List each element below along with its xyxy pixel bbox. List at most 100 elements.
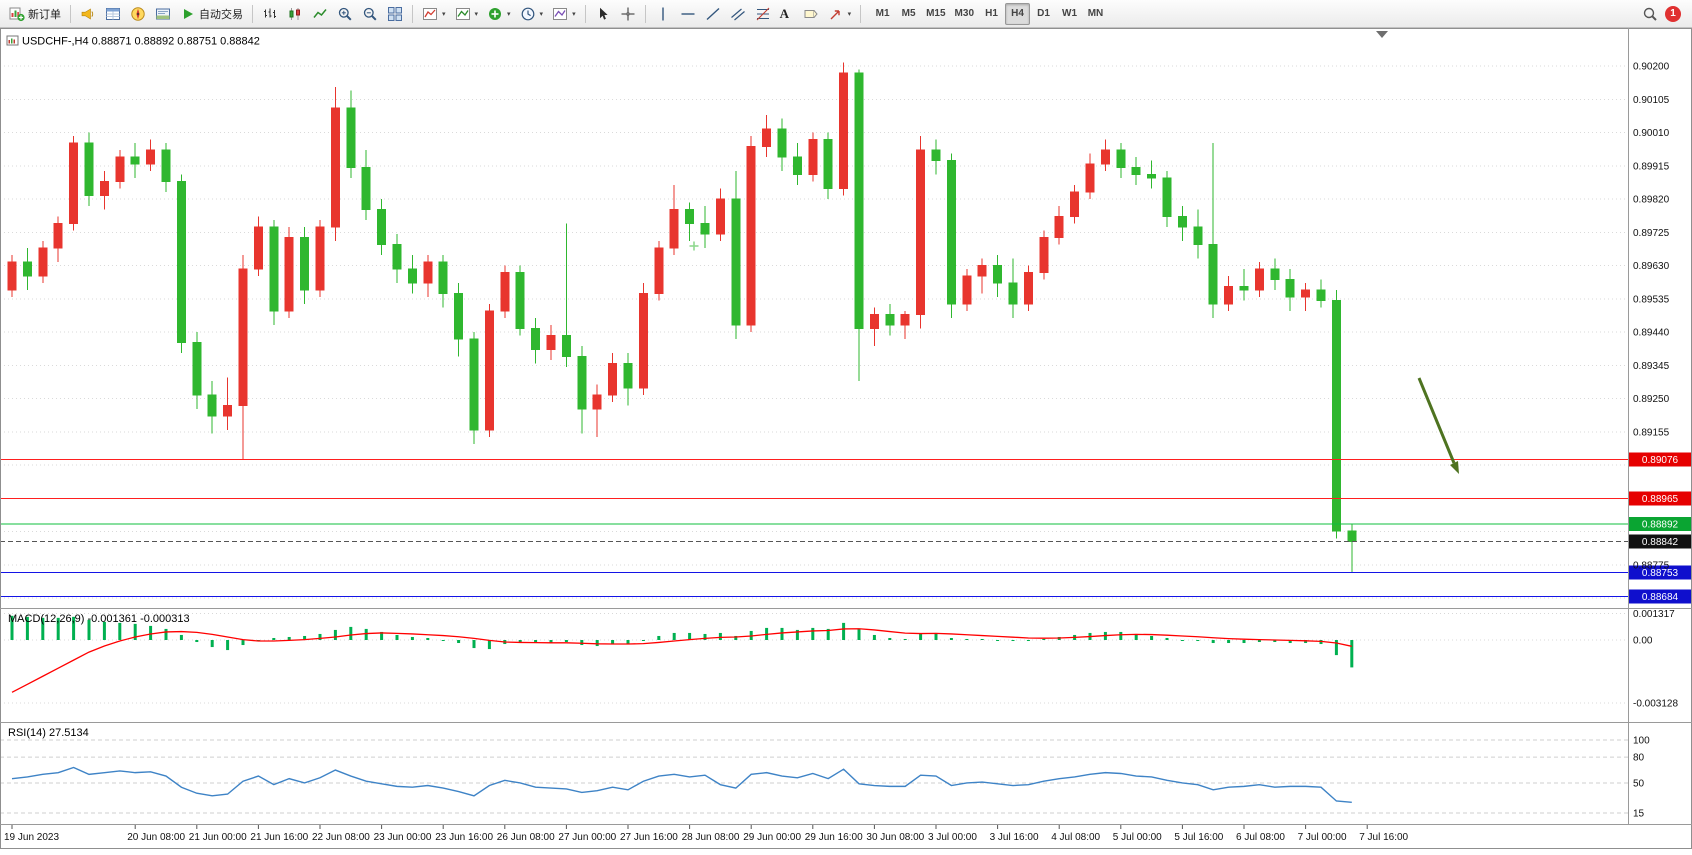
chart-window[interactable]: 0.89076 0.88965 0.88892 0.88842 0.88753 0.886… <box>0 28 1692 850</box>
macd-histogram-bar <box>410 636 414 640</box>
timeframe-button-mn[interactable]: MN <box>1083 3 1108 25</box>
candle-body <box>22 261 32 277</box>
indicators-button[interactable]: ▾ <box>418 3 450 25</box>
candle-body <box>946 160 956 305</box>
timeframe-button-m15[interactable]: M15 <box>922 3 949 25</box>
new-order-icon <box>9 6 25 22</box>
time-axis-label: 30 Jun 08:00 <box>866 832 924 843</box>
macd-histogram-bar <box>703 633 707 640</box>
fibonacci-icon <box>755 6 771 22</box>
market-watch-button[interactable] <box>76 3 100 25</box>
chevron-down-icon: ▾ <box>474 10 479 18</box>
macd-histogram-bar <box>303 635 307 640</box>
fibonacci-button[interactable] <box>751 3 775 25</box>
candlestick-chart-button[interactable] <box>283 3 307 25</box>
timeframe-button-w1[interactable]: W1 <box>1057 3 1082 25</box>
timeframe-button-h4[interactable]: H4 <box>1005 2 1030 25</box>
candle-body <box>715 198 725 235</box>
add-indicator-button[interactable]: ▾ <box>483 3 515 25</box>
time-axis-label: 22 Jun 08:00 <box>312 832 370 843</box>
chart-canvas[interactable]: 0.89076 0.88965 0.88892 0.88842 0.88753 0.886… <box>0 28 1692 850</box>
price-badge[interactable] <box>1629 516 1691 531</box>
candle-body <box>146 149 156 165</box>
templates-button[interactable]: ▾ <box>548 3 580 25</box>
new-order-button[interactable]: 新订单 <box>5 3 65 25</box>
cursor-button[interactable] <box>591 3 615 25</box>
time-axis-label: 20 Jun 08:00 <box>127 832 185 843</box>
macd-histogram-bar <box>903 638 907 640</box>
new-order-label: 新订单 <box>28 8 61 21</box>
candle-body <box>1039 237 1049 273</box>
macd-histogram-bar <box>56 617 60 640</box>
bar-chart-icon <box>262 6 278 22</box>
line-chart-button[interactable] <box>308 3 332 25</box>
time-axis-label: 21 Jun 00:00 <box>189 832 247 843</box>
macd-histogram-bar <box>996 640 1000 641</box>
timeframe-button-m30[interactable]: M30 <box>951 3 978 25</box>
chart-window-icon <box>6 35 19 46</box>
macd-histogram-bar <box>195 640 199 643</box>
price-axis-label: 0.89915 <box>1633 161 1670 172</box>
cross-marker <box>689 241 699 251</box>
timeframe-button-d1[interactable]: D1 <box>1031 3 1056 25</box>
time-axis-label: 6 Jul 08:00 <box>1236 832 1285 843</box>
notification-badge[interactable]: 1 <box>1665 5 1681 22</box>
bar-chart-button[interactable] <box>258 3 282 25</box>
price-badge[interactable] <box>1629 589 1691 604</box>
crosshair-button[interactable] <box>616 3 640 25</box>
price-axis-label: 0.89725 <box>1633 228 1670 239</box>
rsi-label: RSI(14) 27.5134 <box>8 727 89 739</box>
vertical-line-button[interactable] <box>651 3 675 25</box>
candle-body <box>792 156 802 175</box>
templates-icon <box>552 6 568 22</box>
zoom-out-button[interactable] <box>358 3 382 25</box>
periods-button[interactable]: ▾ <box>516 3 548 25</box>
arrows-tool-button[interactable]: ▾ <box>824 3 856 25</box>
macd-histogram-bar <box>1119 631 1123 640</box>
channel-button[interactable] <box>726 3 750 25</box>
terminal-button[interactable] <box>151 3 175 25</box>
candle-body <box>1331 300 1341 532</box>
candle-body <box>392 244 402 270</box>
timeframe-button-m5[interactable]: M5 <box>896 3 921 25</box>
candle-body <box>700 223 710 235</box>
macd-histogram-bar <box>872 634 876 640</box>
trend-arrow-line[interactable] <box>1417 377 1456 464</box>
data-window-button[interactable] <box>101 3 125 25</box>
price-badge[interactable] <box>1629 452 1691 467</box>
price-badge[interactable] <box>1629 565 1691 580</box>
timeframe-button-h1[interactable]: H1 <box>979 3 1004 25</box>
trend-arrow-head[interactable] <box>1450 461 1459 474</box>
clock-icon <box>520 6 536 22</box>
zoom-in-button[interactable] <box>333 3 357 25</box>
timeframe-button-m1[interactable]: M1 <box>870 3 895 25</box>
rsi-axis-label: 80 <box>1633 753 1645 764</box>
rsi-line <box>11 766 1352 803</box>
text-tool-button[interactable]: A <box>776 3 798 25</box>
market-watch-icon <box>80 6 96 22</box>
price-badge[interactable] <box>1629 491 1691 506</box>
text-label-button[interactable] <box>799 3 823 25</box>
search-button[interactable] <box>1638 3 1662 25</box>
macd-histogram-bar <box>718 632 722 640</box>
macd-histogram-bar <box>534 640 538 644</box>
candle-body <box>1270 268 1280 280</box>
candle-body <box>38 247 48 277</box>
trend-arrow-annotation[interactable] <box>1417 377 1459 474</box>
candle-body <box>531 328 541 350</box>
candle-body <box>1100 149 1110 165</box>
auto-trading-button[interactable]: 自动交易 <box>176 3 247 25</box>
candle-body <box>1162 177 1172 217</box>
macd-histogram-bar <box>441 640 445 641</box>
trendline-button[interactable] <box>701 3 725 25</box>
horizontal-line-button[interactable] <box>676 3 700 25</box>
tile-windows-button[interactable] <box>383 3 407 25</box>
candle-body <box>869 314 879 329</box>
chart-shift-marker[interactable] <box>1376 31 1388 38</box>
navigator-button[interactable] <box>126 3 150 25</box>
candle-body <box>731 198 741 326</box>
indicator-list-button[interactable]: ▾ <box>451 3 483 25</box>
macd-axis-label: -0.003128 <box>1633 698 1678 709</box>
crosshair-icon <box>620 6 636 22</box>
price-badge[interactable] <box>1629 534 1691 549</box>
